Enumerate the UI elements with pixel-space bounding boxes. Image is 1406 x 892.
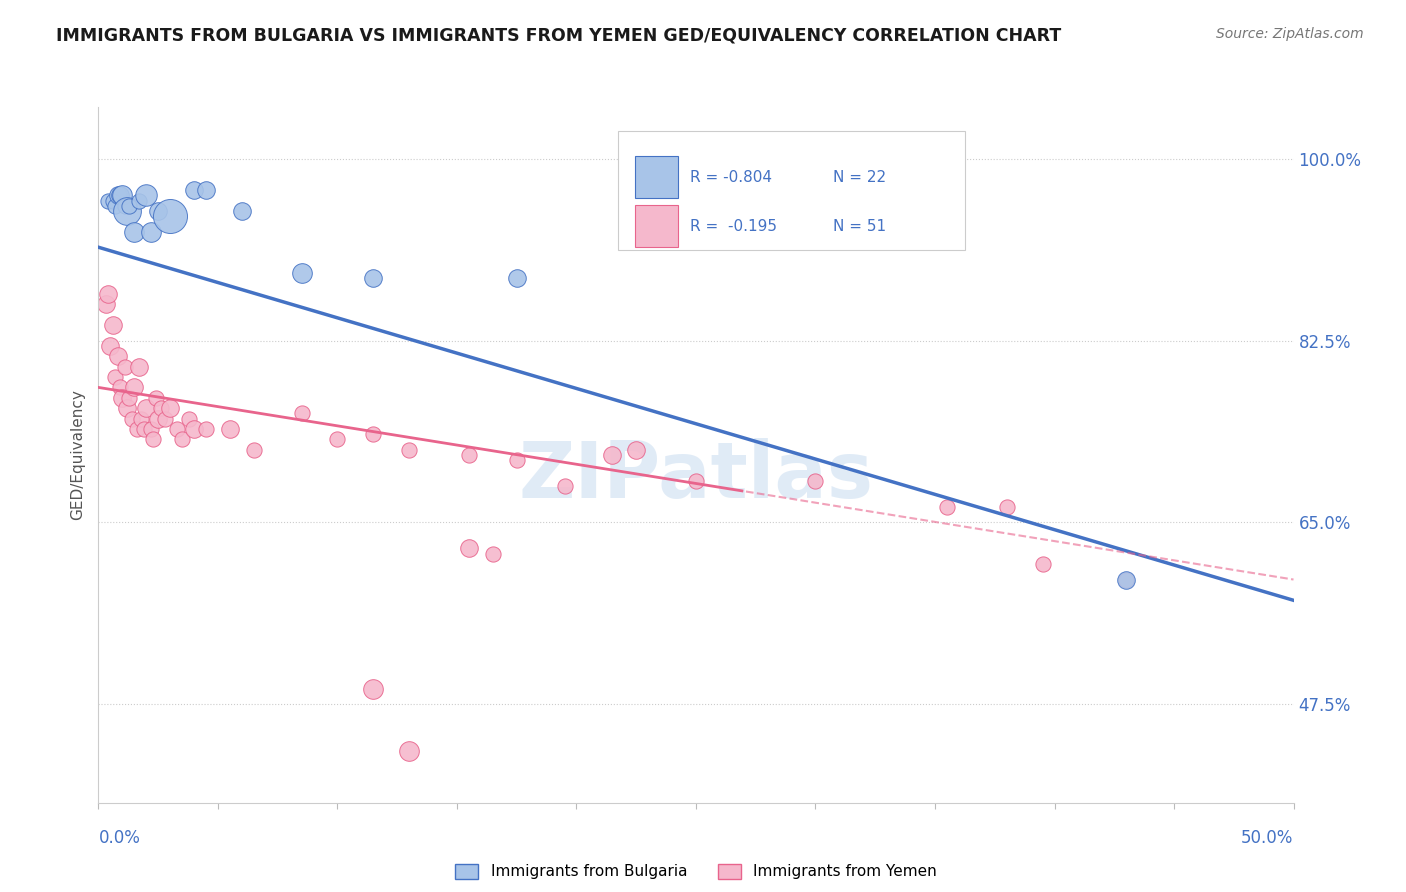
Point bbox=[183, 183, 205, 197]
Point bbox=[104, 370, 127, 384]
Point bbox=[148, 203, 170, 218]
Point bbox=[142, 433, 165, 447]
Point bbox=[121, 411, 143, 425]
Point bbox=[111, 391, 134, 405]
Point bbox=[101, 318, 124, 332]
Point bbox=[115, 401, 138, 416]
Point bbox=[159, 209, 181, 223]
Legend: Immigrants from Bulgaria, Immigrants from Yemen: Immigrants from Bulgaria, Immigrants fro… bbox=[450, 857, 942, 886]
Point bbox=[326, 433, 349, 447]
Point bbox=[398, 442, 420, 457]
Point bbox=[145, 391, 167, 405]
Point bbox=[363, 681, 385, 696]
Point bbox=[118, 391, 141, 405]
Point bbox=[114, 199, 136, 213]
Point bbox=[111, 188, 134, 202]
Point bbox=[155, 411, 177, 425]
Point bbox=[124, 225, 146, 239]
Point bbox=[101, 194, 124, 208]
Point bbox=[179, 411, 201, 425]
Point bbox=[118, 199, 141, 213]
Text: R = -0.804: R = -0.804 bbox=[690, 169, 772, 185]
Text: Source: ZipAtlas.com: Source: ZipAtlas.com bbox=[1216, 27, 1364, 41]
Point bbox=[995, 500, 1018, 514]
Point bbox=[104, 199, 127, 213]
Point bbox=[135, 401, 157, 416]
Text: ZIPatlas: ZIPatlas bbox=[519, 438, 873, 514]
Point bbox=[114, 359, 136, 374]
Point bbox=[128, 194, 150, 208]
Point bbox=[139, 422, 162, 436]
Point bbox=[194, 422, 218, 436]
Point bbox=[936, 500, 959, 514]
Text: N = 22: N = 22 bbox=[834, 169, 887, 185]
Point bbox=[398, 744, 420, 758]
Point bbox=[481, 547, 505, 561]
FancyBboxPatch shape bbox=[636, 156, 678, 198]
Point bbox=[124, 380, 146, 394]
Text: 0.0%: 0.0% bbox=[98, 829, 141, 847]
Point bbox=[172, 433, 194, 447]
Point bbox=[139, 225, 162, 239]
Point bbox=[231, 203, 253, 218]
Point bbox=[107, 349, 129, 363]
FancyBboxPatch shape bbox=[619, 131, 965, 250]
Point bbox=[804, 474, 827, 488]
Point bbox=[219, 422, 242, 436]
Point bbox=[458, 448, 481, 462]
Point bbox=[125, 422, 148, 436]
Point bbox=[458, 541, 481, 556]
Point bbox=[98, 339, 122, 353]
Text: IMMIGRANTS FROM BULGARIA VS IMMIGRANTS FROM YEMEN GED/EQUIVALENCY CORRELATION CH: IMMIGRANTS FROM BULGARIA VS IMMIGRANTS F… bbox=[56, 27, 1062, 45]
Point bbox=[107, 188, 129, 202]
Point bbox=[94, 297, 117, 311]
Point bbox=[554, 479, 576, 493]
Point bbox=[128, 359, 150, 374]
Point bbox=[291, 266, 314, 280]
Point bbox=[363, 271, 385, 285]
Point bbox=[97, 194, 120, 208]
Point bbox=[131, 411, 153, 425]
Text: R =  -0.195: R = -0.195 bbox=[690, 219, 778, 234]
Point bbox=[685, 474, 707, 488]
Point bbox=[194, 183, 218, 197]
Point bbox=[243, 442, 266, 457]
Point bbox=[1032, 557, 1054, 571]
Point bbox=[1115, 573, 1137, 587]
Point bbox=[108, 380, 131, 394]
Point bbox=[115, 203, 138, 218]
Point bbox=[1115, 573, 1137, 587]
Point bbox=[363, 427, 385, 442]
Point bbox=[148, 411, 170, 425]
Point bbox=[506, 271, 529, 285]
Text: N = 51: N = 51 bbox=[834, 219, 887, 234]
Text: 50.0%: 50.0% bbox=[1241, 829, 1294, 847]
Point bbox=[183, 422, 205, 436]
Point bbox=[602, 448, 624, 462]
Point bbox=[166, 422, 188, 436]
Point bbox=[291, 406, 314, 420]
Point bbox=[132, 422, 155, 436]
Point bbox=[135, 188, 157, 202]
Point bbox=[149, 401, 172, 416]
Point bbox=[159, 401, 181, 416]
Point bbox=[626, 442, 648, 457]
Point bbox=[506, 453, 529, 467]
Y-axis label: GED/Equivalency: GED/Equivalency bbox=[70, 390, 86, 520]
FancyBboxPatch shape bbox=[636, 205, 678, 247]
Point bbox=[108, 188, 131, 202]
Point bbox=[97, 287, 120, 301]
